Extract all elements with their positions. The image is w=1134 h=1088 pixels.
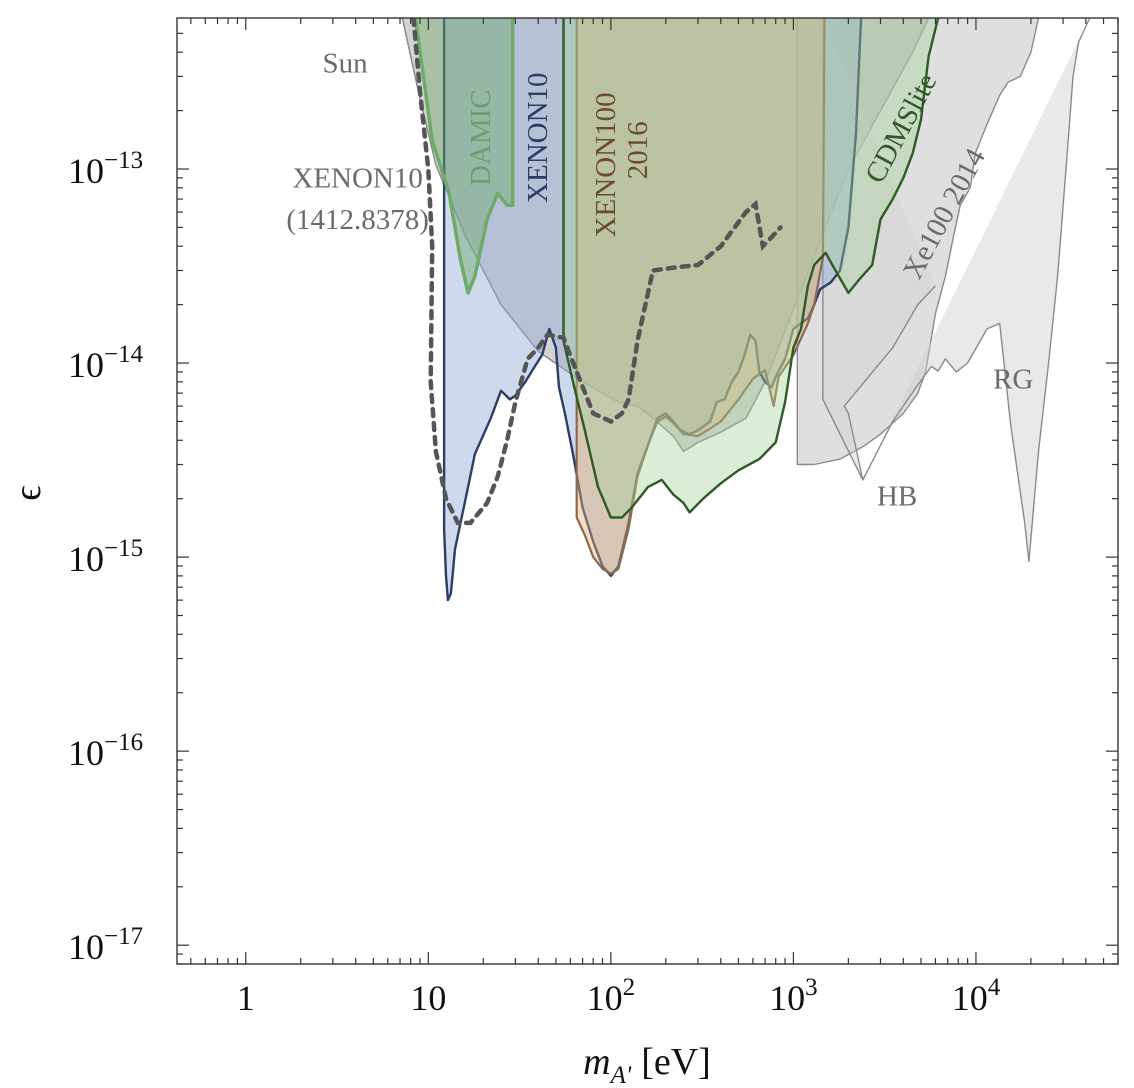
region-xe100-2014 — [796, 18, 1040, 466]
annotation-rg: RG — [993, 364, 1033, 396]
region-cdmslite — [562, 18, 940, 519]
region-rg — [862, 18, 1091, 563]
region-xe100-2014-fill — [797, 18, 1039, 465]
x-axis-label: mA' [eV] — [583, 1041, 711, 1088]
x-tick-label: 1 — [237, 978, 255, 1018]
region-rg-boundary — [862, 18, 1091, 563]
region-hb-boundary — [822, 18, 937, 481]
region-xenon10 — [442, 18, 863, 602]
x-tick-label: 102 — [587, 974, 636, 1018]
region-xe100-2014-boundary — [796, 18, 1040, 466]
y-tick-label: 10−15 — [68, 535, 143, 579]
x-tick-label: 10 — [410, 978, 446, 1018]
annotation-xenon10-1412-l2: (1412.8378) — [286, 204, 429, 236]
annotation-xenon10-1412-l1: XENON10 — [292, 162, 423, 194]
curve-xenon10-1412-8378 — [411, 18, 783, 526]
region-damic-boundary — [413, 18, 515, 295]
y-tick-label: 10−17 — [68, 923, 143, 967]
annotation-damic: DAMIC — [465, 89, 497, 186]
x-tick-label: 104 — [952, 974, 1001, 1018]
plot-frame — [176, 17, 1119, 965]
region-cdmslite-boundary — [562, 18, 940, 519]
y-axis-label: ϵ — [7, 485, 49, 500]
region-xenon100-2016-fill — [576, 18, 825, 574]
region-xenon100-2016 — [575, 18, 826, 575]
annotation-xenon100-l1: XENON100 — [590, 92, 622, 237]
annotation-hb: HB — [877, 480, 917, 512]
annotation-xenon10: XENON10 — [522, 72, 554, 203]
region-damic-fill — [415, 18, 513, 293]
y-tick-label: 10−16 — [68, 729, 143, 773]
exclusion-regions — [401, 18, 1091, 602]
y-tick-label: 10−14 — [68, 341, 144, 385]
region-xenon10-fill — [444, 18, 862, 601]
region-xenon10-boundary — [442, 18, 863, 602]
annotation-xenon100-l2: 2016 — [622, 121, 654, 179]
x-tick-label: 103 — [769, 974, 818, 1018]
axes: 1 10 102 103 104 10−13 10−14 10−15 10−16 10−17 — [68, 18, 1119, 1018]
region-cdmslite-fill — [563, 18, 939, 518]
region-xenon100-2016-boundary — [575, 18, 826, 575]
y-tick-label: 10−13 — [68, 147, 143, 191]
region-hb — [822, 18, 937, 481]
region-rg-fill — [862, 18, 1090, 562]
annotation-sun: Sun — [323, 48, 369, 80]
region-damic — [413, 18, 515, 295]
region-hb-fill — [822, 18, 936, 480]
